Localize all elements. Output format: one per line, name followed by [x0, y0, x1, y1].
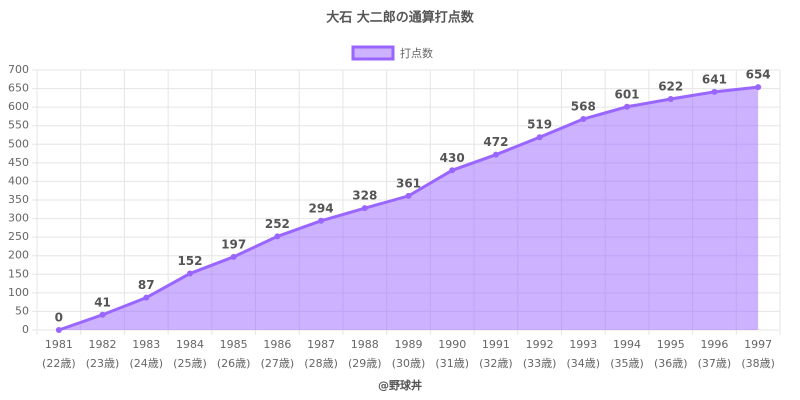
point	[536, 134, 543, 141]
point	[230, 253, 237, 260]
point	[274, 233, 281, 240]
x-tick-sublabel: (25歳)	[173, 357, 207, 370]
x-tick-sublabel: (36歳)	[654, 357, 688, 370]
value-label: 152	[177, 254, 202, 268]
point	[186, 270, 193, 277]
x-tick-label: 1991	[482, 338, 510, 351]
x-tick-label: 1990	[438, 338, 466, 351]
x-tick-label: 1986	[263, 338, 291, 351]
value-label: 601	[614, 87, 639, 101]
y-tick-label: 550	[8, 119, 29, 132]
point	[55, 327, 62, 333]
y-tick-label: 450	[8, 156, 29, 169]
point	[318, 217, 325, 224]
point	[492, 151, 499, 158]
point	[755, 84, 762, 91]
x-tick-sublabel: (32歳)	[479, 357, 513, 370]
x-tick-sublabel: (28歳)	[304, 357, 338, 370]
x-tick-sublabel: (27歳)	[261, 357, 295, 370]
x-tick-label: 1985	[220, 338, 248, 351]
value-label: 622	[658, 79, 683, 93]
x-tick-label: 1987	[307, 338, 335, 351]
x-tick-sublabel: (26歳)	[217, 357, 251, 370]
x-tick-label: 1996	[700, 338, 728, 351]
area	[58, 87, 759, 330]
x-tick-sublabel: (31歳)	[435, 357, 469, 370]
value-label: 0	[55, 311, 63, 325]
point	[361, 205, 368, 212]
x-tick-label: 1984	[176, 338, 204, 351]
x-tick-label: 1993	[569, 338, 597, 351]
y-tick-label: 50	[15, 304, 29, 317]
x-tick-sublabel: (33歳)	[523, 357, 557, 370]
value-label: 654	[746, 68, 771, 82]
y-tick-label: 700	[8, 63, 29, 76]
value-label: 87	[138, 278, 155, 292]
x-tick-sublabel: (37歳)	[698, 357, 732, 370]
value-label: 294	[309, 201, 334, 215]
value-label: 641	[702, 72, 727, 86]
value-label: 41	[94, 295, 111, 309]
value-label: 472	[483, 135, 508, 149]
value-label: 568	[571, 100, 596, 114]
x-tick-sublabel: (38歳)	[741, 357, 775, 370]
point	[449, 167, 456, 174]
y-tick-label: 500	[8, 137, 29, 150]
value-label: 252	[265, 217, 290, 231]
value-label: 361	[396, 176, 421, 190]
x-tick-label: 1981	[45, 338, 73, 351]
chart-title: 大石 大二郎の通算打点数	[326, 10, 475, 26]
y-tick-label: 300	[8, 212, 29, 225]
y-tick-label: 150	[8, 267, 29, 280]
x-tick-sublabel: (34歳)	[567, 357, 601, 370]
x-tick-sublabel: (29歳)	[348, 357, 382, 370]
y-tick-label: 600	[8, 100, 29, 113]
point	[624, 103, 631, 110]
x-tick-sublabel: (30歳)	[392, 357, 426, 370]
x-tick-label: 1992	[526, 338, 554, 351]
x-tick-label: 1989	[395, 338, 423, 351]
y-tick-label: 0	[22, 323, 29, 336]
footer: @野球丼	[378, 378, 422, 392]
y-tick-label: 400	[8, 174, 29, 187]
x-tick-sublabel: (35歳)	[610, 357, 644, 370]
x-tick-sublabel: (23歳)	[86, 357, 120, 370]
y-tick-label: 650	[8, 82, 29, 95]
value-label: 197	[221, 237, 246, 251]
x-tick-label: 1988	[351, 338, 379, 351]
x-tick-sublabel: (22歳)	[42, 357, 76, 370]
legend-label: 打点数	[400, 46, 433, 60]
x-tick-label: 1994	[613, 338, 641, 351]
y-tick-label: 200	[8, 249, 29, 262]
point	[99, 311, 106, 318]
point	[405, 192, 412, 199]
point	[143, 294, 150, 301]
point	[580, 116, 587, 123]
x-tick-sublabel: (24歳)	[129, 357, 163, 370]
x-tick-label: 1982	[89, 338, 117, 351]
y-tick-label: 350	[8, 193, 29, 206]
x-tick-label: 1983	[132, 338, 160, 351]
point	[711, 88, 718, 95]
value-label: 328	[352, 189, 377, 203]
x-tick-label: 1997	[744, 338, 772, 351]
point	[667, 95, 674, 102]
value-label: 519	[527, 118, 552, 132]
legend-swatch	[351, 45, 395, 61]
y-tick-label: 250	[8, 230, 29, 243]
x-tick-label: 1995	[657, 338, 685, 351]
y-tick-label: 100	[8, 286, 29, 299]
value-label: 430	[440, 151, 465, 165]
